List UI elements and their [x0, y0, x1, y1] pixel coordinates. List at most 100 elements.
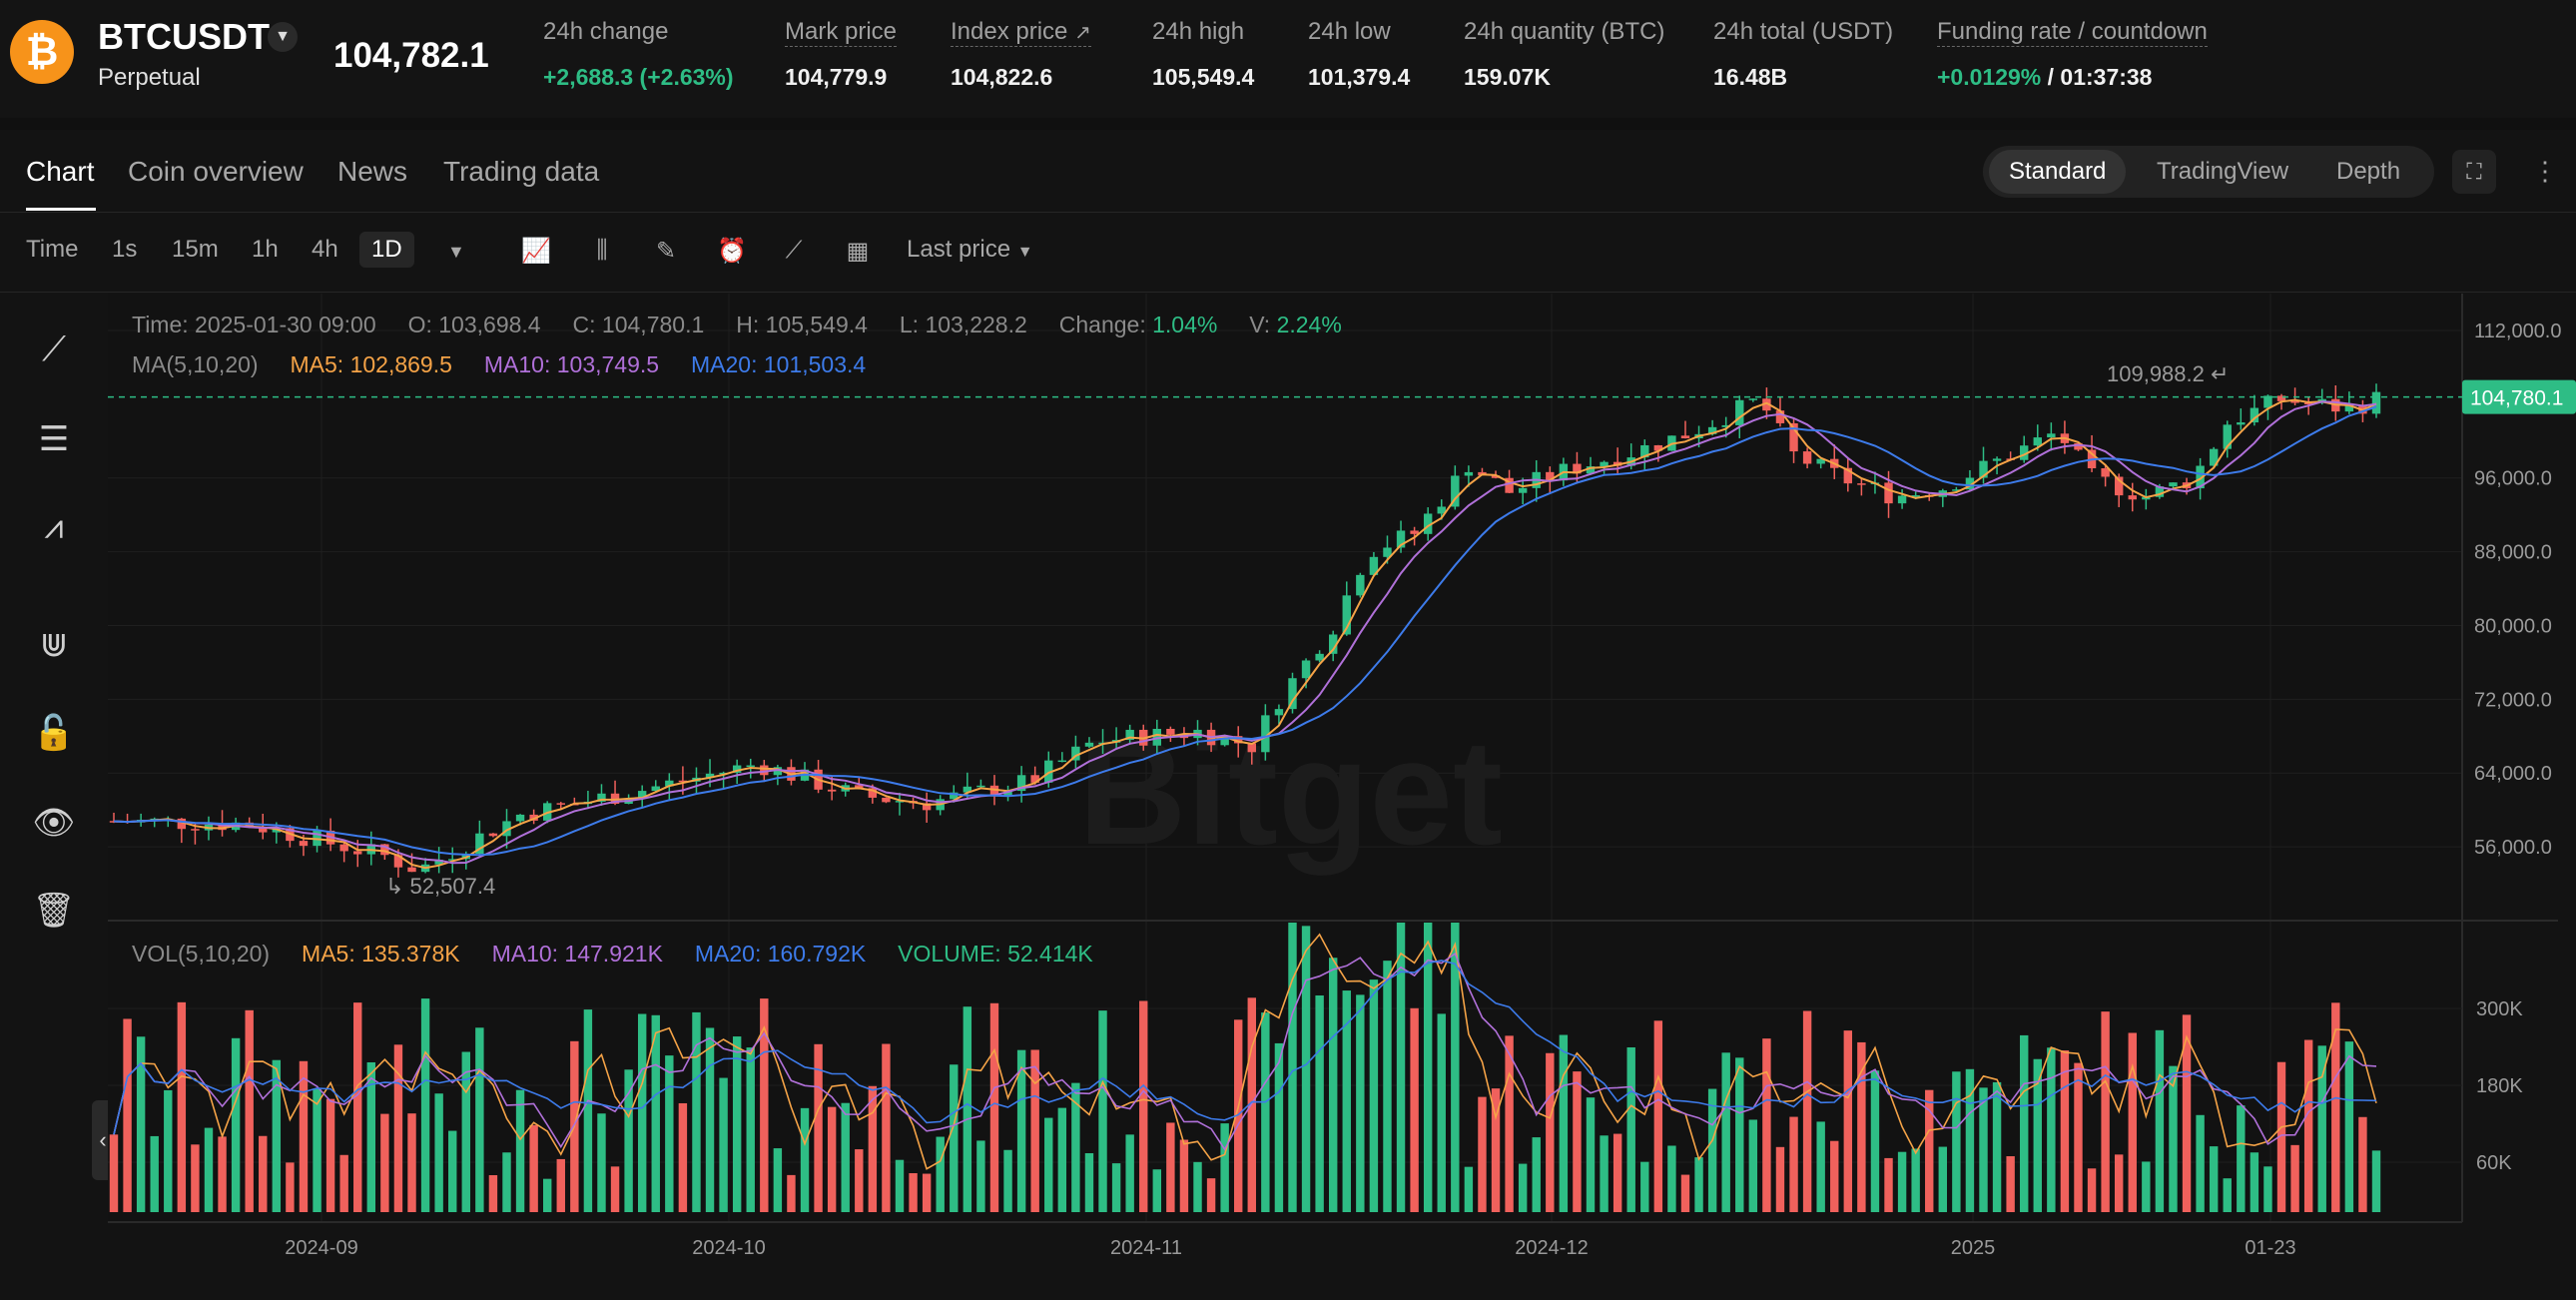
time-tick-label: 2024-11: [1110, 1237, 1182, 1259]
interval-15m[interactable]: 15m: [172, 236, 219, 263]
indicator-icon[interactable]: ⟋: [785, 237, 803, 264]
candle-body: [1965, 477, 1975, 490]
candle-body: [773, 767, 783, 776]
volume-bar: [1383, 961, 1392, 1212]
candle-body: [299, 841, 309, 847]
legend-change-label: Change:: [1058, 312, 1146, 337]
candle-body: [1464, 471, 1474, 476]
chevron-down-icon: ▼: [1016, 244, 1033, 261]
more-options-icon[interactable]: ⋮: [2532, 156, 2558, 186]
volume-bar: [1030, 1049, 1039, 1212]
volume-bar: [909, 1172, 918, 1212]
volume-bar: [1573, 1071, 1582, 1212]
eye-icon[interactable]: 👁: [32, 804, 76, 842]
interval-dropdown-icon[interactable]: ▼: [447, 242, 465, 262]
candle-body: [2101, 468, 2110, 477]
candle-body: [1152, 728, 1162, 746]
volume-bar: [1979, 1087, 1988, 1212]
volume-bar: [1084, 1153, 1094, 1212]
volume-bar: [1356, 994, 1365, 1212]
fullscreen-icon[interactable]: ⛶: [2452, 150, 2496, 194]
candle-body: [827, 789, 837, 792]
price-tick-label: 112,000.0: [2474, 321, 2562, 342]
tab-coin-overview[interactable]: Coin overview: [128, 156, 304, 187]
volume-bar: [1640, 1161, 1649, 1212]
candle-body: [746, 765, 755, 767]
interval-1h[interactable]: 1h: [252, 236, 279, 263]
candles-group: [109, 383, 2381, 878]
interval-time[interactable]: Time: [26, 236, 79, 263]
view-tradingview-button[interactable]: TradingView: [2157, 158, 2289, 185]
volume-bar: [1478, 1096, 1487, 1212]
volume-bar: [814, 1043, 823, 1212]
volume-bar: [218, 1136, 227, 1212]
stat-label-index-price[interactable]: Index price ↗: [951, 18, 1091, 47]
volume-bar: [787, 1174, 796, 1212]
symbol-name[interactable]: BTCUSDT: [98, 16, 270, 57]
view-depth-button[interactable]: Depth: [2336, 158, 2401, 185]
volume-bar: [1464, 1166, 1474, 1212]
candle-body: [1653, 444, 1663, 451]
volume-bar: [1816, 1121, 1825, 1212]
volume-bar: [2331, 1002, 2340, 1212]
alarm-clock-icon[interactable]: ⏰: [717, 237, 747, 265]
pencil-icon[interactable]: ✎: [655, 237, 677, 265]
candle-body: [1762, 398, 1771, 411]
time-tick-label: 2025: [1951, 1237, 1996, 1259]
volume-bar: [1288, 923, 1297, 1212]
line-chart-icon[interactable]: 📈: [521, 237, 551, 265]
volume-bar: [732, 1036, 742, 1212]
volume-bar: [1546, 1052, 1555, 1212]
index-price-label: Index price: [951, 18, 1068, 45]
fib-tool-icon[interactable]: ☰: [38, 420, 70, 458]
stat-value-mark-price: 104,779.9: [785, 64, 888, 90]
low-annotation: ↳ 52,507.4: [385, 874, 495, 899]
pattern-tool-icon[interactable]: ⩘: [44, 507, 64, 546]
volume-bar: [325, 1098, 335, 1212]
interval-1s[interactable]: 1s: [112, 236, 138, 263]
trash-icon[interactable]: 🗑: [32, 892, 76, 930]
volume-bar: [800, 1107, 810, 1212]
view-standard-button[interactable]: Standard: [1989, 150, 2127, 194]
legend-time: Time: 2025-01-30 09:00: [132, 312, 376, 337]
volume-bar: [1179, 1139, 1189, 1212]
price-type-select[interactable]: Last price ▼: [907, 236, 1033, 264]
candle-body: [1992, 458, 2002, 461]
time-tick-label: 2024-09: [285, 1237, 357, 1259]
interval-4h[interactable]: 4h: [312, 236, 338, 263]
magnet-icon[interactable]: ⋓: [39, 626, 69, 664]
volume-bar: [1315, 994, 1324, 1212]
tab-trading-data[interactable]: Trading data: [443, 156, 600, 187]
volume-bar: [1301, 926, 1311, 1212]
external-link-icon[interactable]: ↗: [1074, 22, 1091, 44]
legend-change-value: 1.04%: [1152, 312, 1218, 337]
ma-legend-label: MA(5,10,20): [132, 351, 259, 377]
candle-body: [177, 818, 187, 830]
volume-bar: [1735, 1057, 1744, 1212]
unlock-icon[interactable]: 🔓: [32, 714, 76, 752]
price-tick-label: 88,000.0: [2474, 542, 2552, 564]
volume-bar: [665, 1055, 674, 1212]
tab-chart[interactable]: Chart: [26, 156, 95, 187]
volume-bar: [1789, 1116, 1798, 1212]
volume-bar: [1748, 1119, 1758, 1212]
calendar-icon[interactable]: ▦: [846, 237, 870, 265]
volume-bar: [1965, 1068, 1975, 1212]
trendline-tool-icon[interactable]: ⟋: [42, 329, 66, 368]
volume-bar: [1003, 1149, 1012, 1212]
stat-label-24h-change: 24h change: [543, 18, 669, 45]
volume-legend: VOLUME: 52.414K: [898, 941, 1093, 967]
volume-bar: [231, 1037, 241, 1212]
tab-news[interactable]: News: [337, 156, 408, 187]
candle-body: [1680, 435, 1690, 439]
stat-label-funding-rate[interactable]: Funding rate / countdown: [1937, 18, 2208, 47]
candle-body: [515, 814, 525, 822]
candle-body: [1979, 460, 1988, 478]
interval-1d[interactable]: 1D: [359, 232, 414, 268]
symbol-dropdown-icon[interactable]: ▼: [268, 22, 298, 52]
candle-body: [2344, 404, 2354, 412]
candlestick-type-icon[interactable]: ⫼: [596, 237, 608, 264]
stat-label-mark-price[interactable]: Mark price: [785, 18, 898, 47]
volume-tick-label: 300K: [2476, 998, 2523, 1020]
